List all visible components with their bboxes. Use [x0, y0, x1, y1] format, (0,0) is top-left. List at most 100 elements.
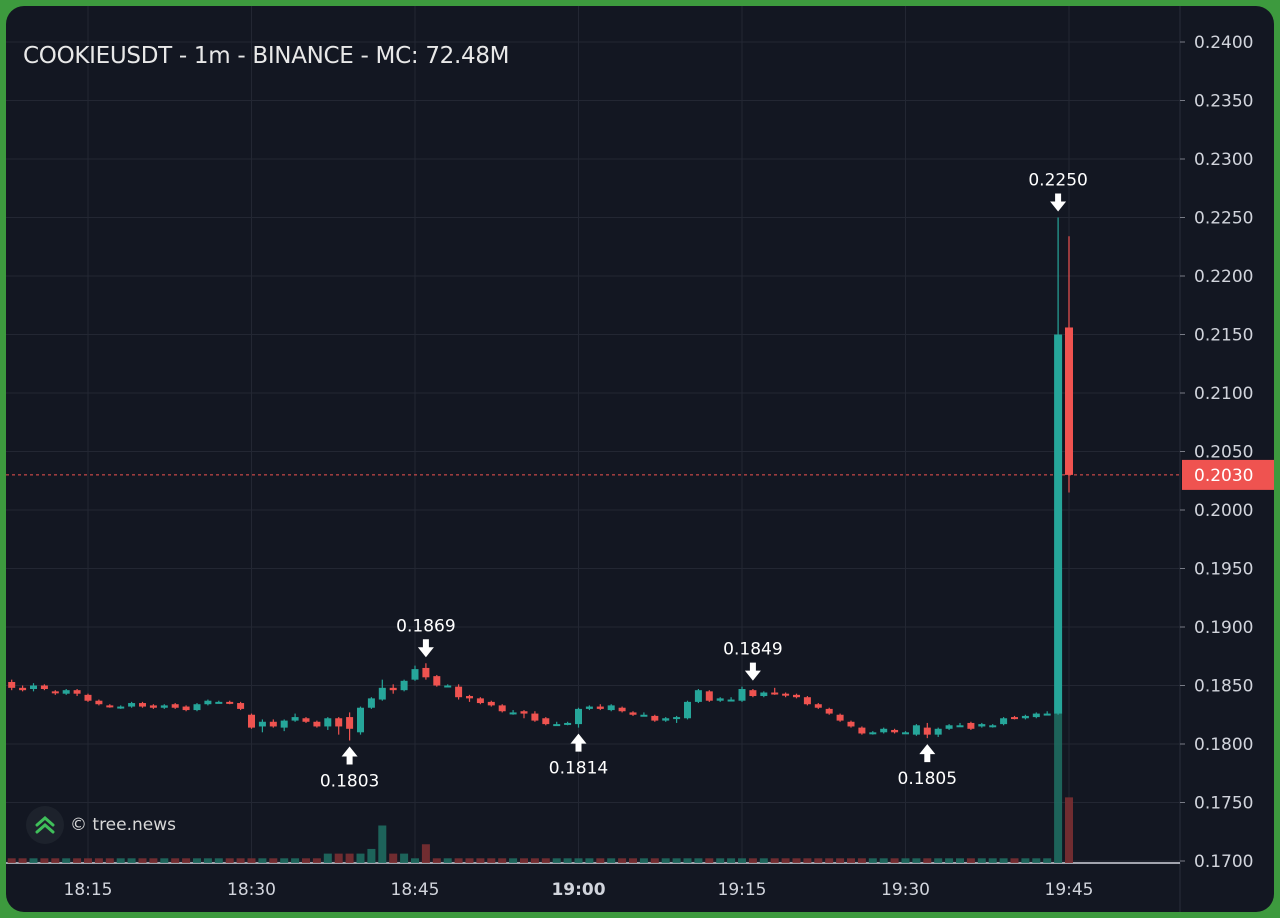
- candle-body: [313, 721, 321, 727]
- volume-bar: [84, 858, 92, 863]
- candle-body: [269, 721, 277, 727]
- price-tick-label: 0.1800: [1194, 735, 1253, 755]
- candle-body: [1021, 715, 1029, 719]
- candle-body: [793, 694, 800, 698]
- candle-body: [575, 708, 582, 725]
- candle-body: [749, 690, 757, 697]
- watermark: © tree.news: [26, 806, 176, 844]
- candle-body: [520, 711, 528, 714]
- volume-bar: [367, 848, 376, 863]
- volume-bar: [825, 858, 834, 863]
- volume-bar: [694, 858, 703, 863]
- candle-body: [160, 705, 168, 708]
- volume-bar: [138, 858, 147, 863]
- volume-bar: [847, 858, 855, 863]
- candle-body: [542, 718, 550, 725]
- candle-body: [509, 712, 517, 715]
- candle-body: [847, 721, 855, 727]
- volume-bar: [923, 858, 932, 863]
- volume-bar: [705, 858, 714, 863]
- volume-bar: [214, 858, 223, 863]
- volume-bar: [476, 858, 485, 863]
- volume-bar: [890, 858, 899, 863]
- current-price-label: 0.2030: [1194, 466, 1253, 486]
- candle-body: [607, 705, 615, 711]
- volume-bar: [345, 853, 354, 863]
- volume-bar: [487, 858, 496, 863]
- volume-bar: [312, 858, 321, 863]
- arrow-up-icon: [341, 746, 358, 765]
- low-annotation: 0.1814: [549, 759, 608, 779]
- candle-body: [825, 708, 833, 714]
- volume-bar: [901, 858, 910, 863]
- price-tick-label: 0.1700: [1194, 852, 1253, 872]
- volume-bar: [716, 858, 725, 863]
- volume-bar: [421, 844, 430, 863]
- candle-body: [433, 676, 441, 686]
- candle-body: [95, 700, 103, 705]
- candle-body: [814, 704, 822, 708]
- price-tick-label: 0.2300: [1194, 150, 1253, 170]
- candle-body: [684, 701, 691, 719]
- chart-frame: 0.2400 0.2350 0.2300 0.2250 0.2200 0.2150 0.21…: [6, 6, 1274, 912]
- volume-bar: [966, 858, 975, 863]
- volume-bar: [683, 858, 692, 863]
- volume-bar: [323, 853, 332, 863]
- tree-logo-icon: [26, 806, 64, 844]
- candle-body: [869, 732, 877, 735]
- volume-bar: [585, 858, 594, 863]
- candle-body: [193, 704, 201, 711]
- candle-body: [204, 700, 212, 705]
- candle-body: [923, 727, 931, 735]
- candle-body: [106, 705, 114, 708]
- candle-body: [1032, 713, 1040, 718]
- volume-bar: [29, 858, 38, 863]
- candle-body: [476, 698, 484, 704]
- volume-bar: [552, 858, 561, 863]
- candle-body: [280, 720, 288, 728]
- candle-body: [378, 687, 386, 700]
- volume-bar: [334, 853, 343, 863]
- volume-bar: [574, 858, 583, 863]
- volume-bar: [541, 858, 550, 863]
- candle-body: [836, 714, 844, 721]
- candle-body: [117, 706, 125, 709]
- price-tick-label: 0.1900: [1194, 618, 1253, 638]
- volume-bar: [814, 858, 823, 863]
- candle-body: [335, 718, 343, 727]
- candle-body: [215, 701, 223, 704]
- candle-body: [1043, 713, 1051, 716]
- candle-body: [956, 725, 964, 728]
- volume-bar: [934, 858, 943, 863]
- volume-bar: [530, 858, 539, 863]
- candle-body: [62, 690, 70, 694]
- arrow-down-icon: [417, 639, 434, 658]
- volume-bar: [149, 858, 158, 863]
- candle-body: [1065, 327, 1073, 475]
- candlestick-chart[interactable]: 0.2400 0.2350 0.2300 0.2250 0.2200 0.2150 0.21…: [6, 6, 1274, 912]
- volume-bar: [912, 858, 921, 863]
- volume-bar: [639, 858, 648, 863]
- candle-body: [455, 686, 463, 698]
- time-tick-label: 18:30: [227, 880, 276, 900]
- volume-bar: [727, 858, 736, 863]
- watermark-text: © tree.news: [70, 815, 177, 835]
- volume-bar: [1032, 858, 1041, 863]
- candle-body: [716, 698, 724, 701]
- volume-bar: [302, 858, 310, 863]
- candle-body: [651, 715, 659, 721]
- candle-body: [258, 721, 266, 727]
- volume-bar: [1065, 797, 1073, 863]
- time-tick-label: 19:00: [551, 880, 605, 900]
- candle-body: [694, 690, 702, 702]
- candle-body: [346, 717, 354, 729]
- volume-bar: [291, 858, 300, 863]
- candle-body: [880, 728, 888, 733]
- volume-bar: [781, 858, 790, 863]
- high-annotation: 0.2250: [1028, 171, 1087, 191]
- time-tick-label: 18:45: [391, 880, 440, 900]
- volume-bar: [280, 858, 289, 863]
- candle-body: [727, 699, 735, 702]
- volume-bar: [618, 858, 627, 863]
- volume-bar: [520, 858, 528, 863]
